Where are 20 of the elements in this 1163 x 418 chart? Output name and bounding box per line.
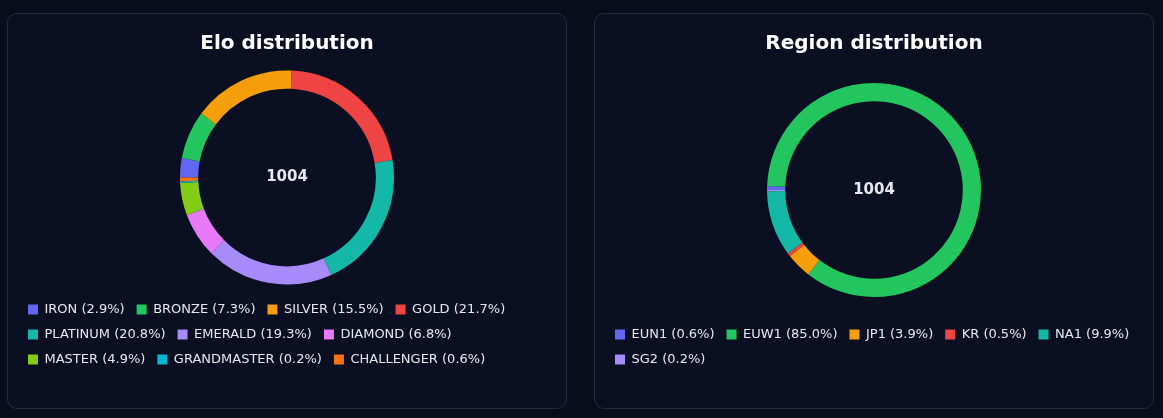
legend-label: PLATINUM (20.8%) [44,325,166,341]
legend-label: MASTER (4.9%) [44,350,146,366]
legend-label: SG2 (0.2%) [631,350,706,366]
legend-label: GOLD (21.7%) [412,300,506,316]
legend-label: DIAMOND (6.8%) [340,325,452,341]
legend-label: KR (0.5%) [961,325,1027,341]
legend-label: JP1 (3.9%) [864,325,934,341]
text: 1004 [266,167,308,186]
text: 1004 [853,179,895,198]
legend-label: IRON (2.9%) [44,300,125,316]
chart-title: Elo distribution [200,30,374,55]
legend-label: EMERALD (19.3%) [194,325,312,341]
legend-label: SILVER (15.5%) [283,300,384,316]
legend-label: EUN1 (0.6%) [631,325,715,341]
legend-label: NA1 (9.9%) [1055,325,1130,341]
legend-label: CHALLENGER (0.6%) [350,350,486,366]
legend-label: BRONZE (7.3%) [153,300,256,316]
chart-title: Region distribution [765,30,983,55]
legend-label: EUW1 (85.0%) [743,325,838,341]
legend-label: GRANDMASTER (0.2%) [173,350,322,366]
